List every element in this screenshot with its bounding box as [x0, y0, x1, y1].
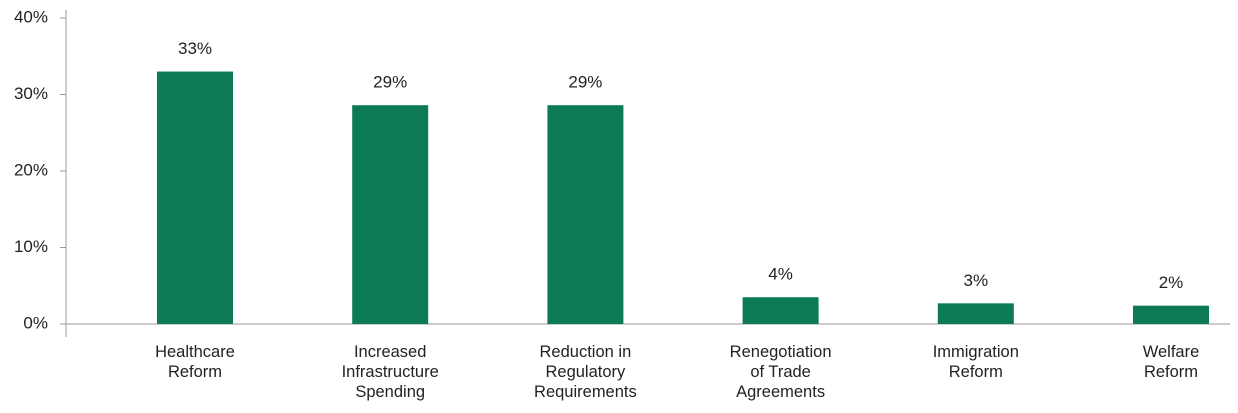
value-label: 3%	[964, 271, 989, 290]
y-tick-label: 0%	[23, 313, 48, 332]
bar	[547, 105, 624, 325]
value-label: 33%	[178, 39, 212, 58]
value-label: 29%	[568, 73, 602, 92]
value-label: 29%	[373, 73, 407, 92]
bar	[1133, 305, 1209, 324]
x-tick-label: Reduction in Regulatory Requirements	[534, 343, 637, 401]
x-tick-label: Increased Infrastructure Spending	[341, 343, 439, 401]
y-tick-label: 10%	[14, 237, 48, 256]
value-label: 2%	[1159, 273, 1184, 292]
y-tick-label: 40%	[14, 7, 48, 26]
x-tick-label: Renegotiation of Trade Agreements	[729, 343, 832, 401]
value-label: 4%	[768, 265, 793, 284]
x-tick-label: Immigration Reform	[932, 343, 1019, 381]
x-tick-label: Welfare Reform	[1142, 343, 1200, 381]
bar	[157, 71, 233, 324]
bar	[742, 297, 819, 324]
bar	[937, 303, 1014, 324]
bar	[352, 105, 429, 325]
y-tick-label: 30%	[14, 84, 48, 103]
y-tick-label: 20%	[14, 160, 48, 179]
x-tick-label: Healthcare Reform	[155, 343, 235, 381]
